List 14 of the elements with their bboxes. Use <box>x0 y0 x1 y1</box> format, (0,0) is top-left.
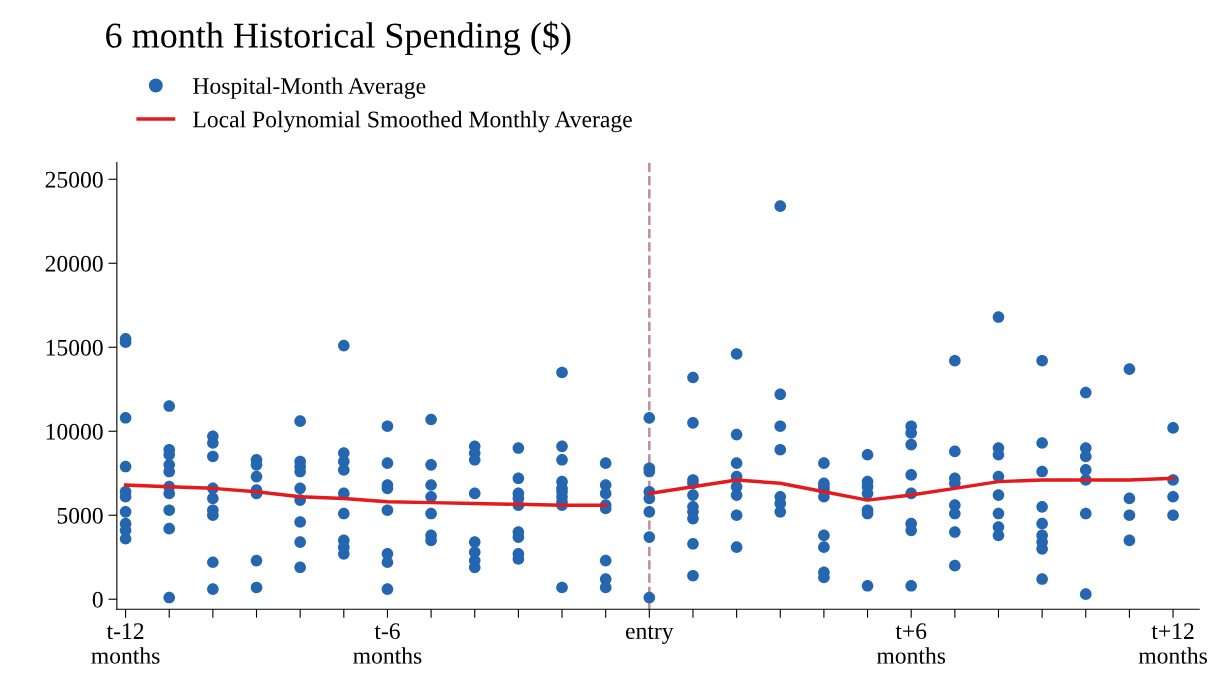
y-tick-label: 10000 <box>46 423 103 440</box>
x-tick-label: t-12 months <box>91 623 160 664</box>
y-tick-label: 25000 <box>45 171 103 188</box>
x-tick-label: t-6 months <box>353 623 422 664</box>
y-tick-label: 0 <box>92 591 103 608</box>
x-tick-label: entry <box>625 625 674 644</box>
x-tick-label: t+6 months <box>876 623 946 664</box>
x-tick-label: t+12 months <box>1138 623 1207 664</box>
legend-label: Hospital-Month Average <box>193 77 426 99</box>
chart-title: 6 month Historical Spending ($) <box>106 21 571 56</box>
y-tick-label: 15000 <box>46 339 103 356</box>
legend-label: Local Polynomial Smoothed Monthly Average <box>193 110 632 133</box>
y-tick-label: 20000 <box>45 255 103 272</box>
y-tick-label: 5000 <box>57 507 103 524</box>
